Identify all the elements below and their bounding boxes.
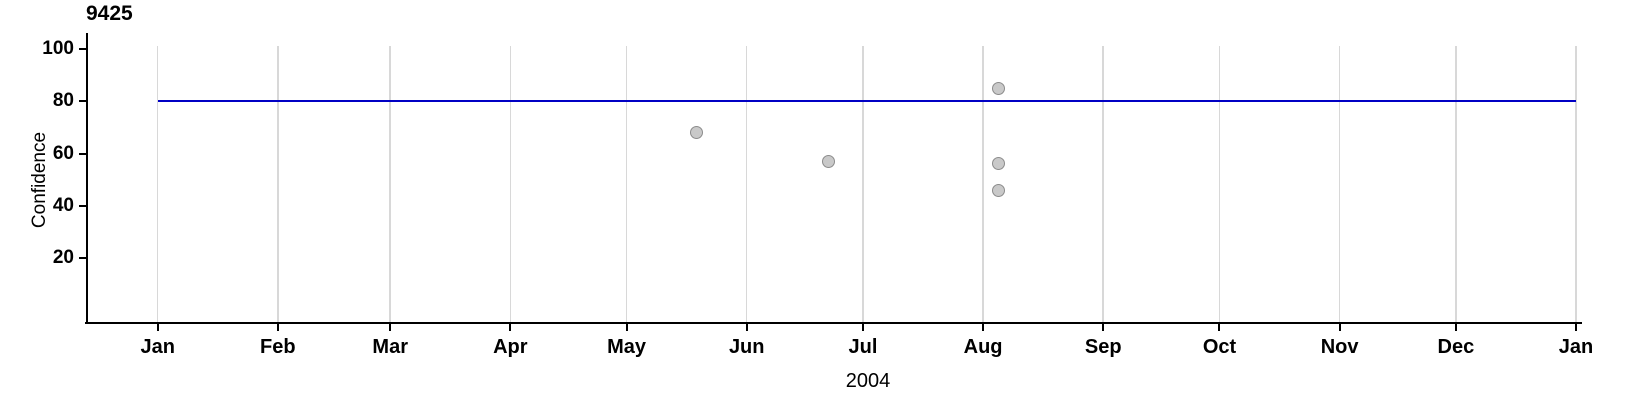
month-gridline bbox=[1102, 46, 1104, 322]
month-gridline bbox=[389, 46, 391, 322]
x-axis-tick bbox=[625, 324, 628, 331]
x-axis-year-label: 2004 bbox=[845, 370, 891, 392]
x-axis-tick bbox=[1454, 324, 1457, 331]
x-axis-tick-label: Sep bbox=[1084, 336, 1122, 358]
data-point bbox=[689, 126, 703, 140]
month-gridline bbox=[982, 46, 984, 322]
data-point bbox=[992, 81, 1006, 95]
month-gridline bbox=[1218, 46, 1221, 322]
x-axis-tick bbox=[156, 324, 159, 331]
x-axis-tick-label: Aug bbox=[963, 336, 1003, 358]
month-gridline bbox=[745, 46, 748, 322]
x-axis-tick bbox=[389, 324, 392, 331]
y-axis-tick-label: 80 bbox=[52, 90, 74, 112]
y-axis-tick bbox=[79, 100, 87, 103]
x-axis-tick bbox=[1338, 324, 1341, 331]
data-point bbox=[821, 154, 835, 168]
x-axis-tick bbox=[1218, 324, 1221, 331]
reference-line bbox=[157, 100, 1576, 103]
x-axis-tick-label: Dec bbox=[1437, 336, 1475, 358]
x-axis-tick-label: Jan bbox=[140, 336, 175, 358]
y-axis-tick bbox=[79, 48, 87, 50]
x-axis-tick bbox=[276, 324, 279, 331]
y-axis-tick bbox=[79, 152, 87, 155]
month-gridline bbox=[862, 46, 864, 322]
month-gridline bbox=[625, 46, 628, 322]
x-axis-line bbox=[85, 322, 1582, 324]
x-axis-tick bbox=[982, 324, 985, 331]
y-axis-tick-label: 60 bbox=[52, 142, 74, 164]
y-axis-tick-label: 20 bbox=[52, 247, 74, 268]
chart-title: 9425 bbox=[86, 2, 133, 25]
x-axis-tick bbox=[1575, 324, 1577, 331]
month-gridline bbox=[156, 46, 159, 322]
y-axis-line bbox=[86, 33, 88, 324]
x-axis-tick-label: Nov bbox=[1320, 336, 1359, 358]
month-gridline bbox=[277, 46, 279, 322]
x-axis-tick bbox=[509, 324, 512, 331]
x-axis-tick bbox=[861, 324, 864, 331]
y-axis-tick bbox=[79, 257, 87, 259]
x-axis-tick-label: Oct bbox=[1202, 336, 1237, 358]
x-axis-tick-label: Mar bbox=[372, 336, 408, 358]
month-gridline bbox=[1575, 46, 1577, 322]
y-axis-tick-label: 40 bbox=[52, 194, 74, 216]
y-axis-tick-label: 100 bbox=[42, 38, 74, 59]
x-axis-tick-label: Jul bbox=[848, 336, 878, 358]
data-point bbox=[992, 183, 1006, 197]
y-axis-tick bbox=[79, 204, 87, 207]
x-axis-tick-label: Jun bbox=[728, 336, 765, 358]
x-axis-tick-label: Apr bbox=[493, 336, 528, 358]
data-point bbox=[992, 157, 1006, 171]
month-gridline bbox=[1338, 46, 1341, 322]
x-axis-tick-label: Jan bbox=[1558, 336, 1594, 358]
month-gridline bbox=[1455, 46, 1457, 322]
month-gridline bbox=[509, 46, 512, 322]
x-axis-tick-label: May bbox=[607, 336, 647, 358]
x-axis-tick bbox=[1102, 324, 1105, 331]
x-axis-tick-label: Feb bbox=[260, 336, 296, 358]
x-axis-tick bbox=[745, 324, 748, 331]
